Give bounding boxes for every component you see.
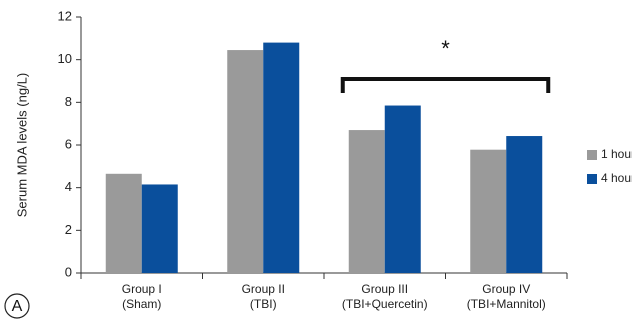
bar-1-hour-3 xyxy=(348,130,385,273)
legend-swatch-4-hour xyxy=(587,174,597,184)
x-category-label: Group IV xyxy=(482,282,530,296)
y-axis-label: Serum MDA levels (ng/L) xyxy=(14,73,29,218)
y-tick-label: 4 xyxy=(65,179,72,194)
y-tick-label: 2 xyxy=(65,222,72,237)
legend-label: 4 hour xyxy=(601,171,632,185)
x-category-label: (TBI) xyxy=(250,297,277,311)
y-tick-label: 10 xyxy=(58,51,72,66)
y-tick-label: 0 xyxy=(65,264,72,279)
x-category-label: Group I xyxy=(122,282,162,296)
x-category-label: (TBI+Quercetin) xyxy=(342,297,428,311)
category-labels: Group I(Sham)Group II(TBI)Group III(TBI+… xyxy=(122,282,546,311)
significance-annotation: * xyxy=(340,36,551,93)
bar-1-hour-2 xyxy=(227,50,264,273)
x-category-label: Group III xyxy=(361,282,408,296)
bar-4-hour-1 xyxy=(141,184,178,273)
legend-swatch-1-hour xyxy=(587,150,597,160)
x-category-label: (TBI+Mannitol) xyxy=(467,297,546,311)
bars xyxy=(105,42,543,274)
legend-label: 1 hour xyxy=(601,147,632,161)
bar-4-hour-3 xyxy=(384,105,421,274)
bar-1-hour-1 xyxy=(105,173,142,273)
bar-1-hour-4 xyxy=(470,149,507,273)
panel-label-circle xyxy=(4,293,30,319)
x-category-label: (Sham) xyxy=(122,297,161,311)
bar-4-hour-4 xyxy=(506,136,543,273)
legend: 1 hour 4 hour xyxy=(587,147,632,185)
panel-label: A xyxy=(4,293,30,319)
panel-label-text: A xyxy=(12,298,23,315)
y-tick-label: 12 xyxy=(58,8,72,23)
y-tick-label: 6 xyxy=(65,136,72,151)
significance-star: * xyxy=(441,36,450,61)
significance-bracket xyxy=(340,77,551,93)
x-category-label: Group II xyxy=(242,282,285,296)
y-tick-label: 8 xyxy=(65,94,72,109)
bar-4-hour-2 xyxy=(263,42,300,273)
y-ticks: 0 2 4 6 8 10 12 xyxy=(58,8,81,279)
